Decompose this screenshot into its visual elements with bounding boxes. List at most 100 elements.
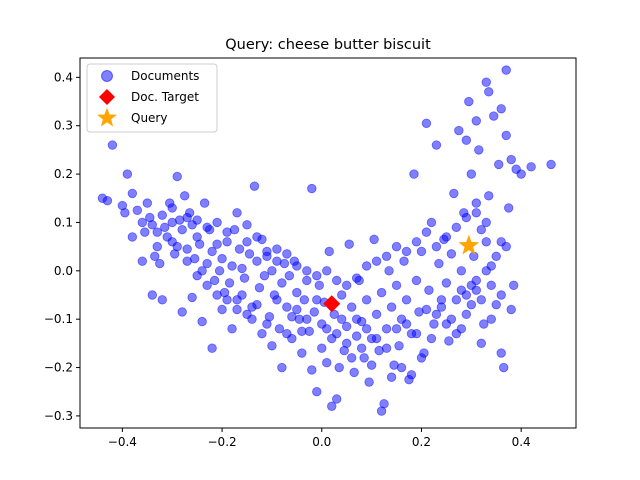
document-point <box>157 210 167 220</box>
document-point <box>207 343 217 353</box>
document-point <box>391 324 402 334</box>
document-point <box>376 406 387 416</box>
document-point <box>140 227 150 237</box>
document-point <box>356 343 367 353</box>
document-point <box>391 241 402 252</box>
document-point <box>399 256 409 266</box>
document-point <box>476 224 486 235</box>
document-point <box>337 314 347 324</box>
document-point <box>177 307 187 317</box>
document-point <box>431 241 442 252</box>
points-layer <box>97 65 556 416</box>
document-point <box>262 246 272 257</box>
document-point <box>371 256 382 266</box>
document-point <box>421 118 432 128</box>
document-point <box>232 304 242 315</box>
document-point <box>272 244 282 254</box>
document-point <box>277 278 287 288</box>
document-point <box>461 135 472 145</box>
document-point <box>127 232 138 242</box>
y-tick-label: −0.2 <box>44 361 73 375</box>
document-point <box>332 394 342 404</box>
document-point <box>252 299 262 310</box>
document-point <box>461 212 472 223</box>
document-point <box>222 295 232 305</box>
document-point <box>179 191 190 201</box>
document-point <box>516 169 526 179</box>
legend-documents-label: Documents <box>131 69 199 83</box>
document-point <box>476 295 486 305</box>
document-point <box>155 258 165 269</box>
document-point <box>327 401 337 411</box>
document-point <box>466 299 477 310</box>
document-point <box>322 324 332 334</box>
document-point <box>349 367 359 378</box>
document-point <box>284 270 295 281</box>
document-point <box>491 251 501 261</box>
document-point <box>341 280 352 291</box>
document-point <box>137 217 148 228</box>
document-point <box>481 266 491 276</box>
document-point <box>127 188 138 199</box>
document-point <box>212 290 222 300</box>
document-point <box>461 309 472 320</box>
document-point <box>182 244 192 254</box>
y-tick-label: 0.2 <box>54 167 73 181</box>
document-point <box>252 256 262 266</box>
document-point <box>177 224 187 235</box>
document-point <box>337 290 347 300</box>
document-point <box>386 302 397 312</box>
document-point <box>406 370 417 380</box>
document-point <box>332 328 342 339</box>
document-point <box>147 290 157 300</box>
document-point <box>424 285 434 295</box>
document-point <box>217 304 227 315</box>
document-point <box>194 239 205 249</box>
document-point <box>212 217 222 228</box>
document-point <box>508 280 519 291</box>
legend: Documents Doc. Target Query <box>86 63 218 133</box>
y-tick-label: 0.1 <box>54 215 73 229</box>
document-point <box>224 278 235 288</box>
document-point <box>137 256 148 266</box>
document-point <box>244 249 255 259</box>
document-point <box>409 169 419 179</box>
legend-doc-target-marker <box>99 89 115 105</box>
document-point <box>501 241 511 252</box>
document-point <box>214 266 225 276</box>
document-point <box>456 266 467 276</box>
document-point <box>361 295 372 305</box>
document-point <box>152 227 162 237</box>
document-point <box>107 140 118 150</box>
document-point <box>501 130 511 141</box>
document-point <box>312 387 322 397</box>
document-point <box>401 246 412 257</box>
document-point <box>501 65 511 75</box>
document-point <box>481 237 491 247</box>
document-point <box>359 353 369 363</box>
document-point <box>132 205 143 216</box>
document-point <box>421 304 432 315</box>
document-point <box>282 302 292 312</box>
x-tick-label: 0.2 <box>412 435 431 449</box>
y-tick-label: −0.1 <box>44 312 73 326</box>
document-point <box>282 249 292 259</box>
document-point <box>249 181 260 191</box>
document-point <box>239 273 250 283</box>
document-point <box>474 145 484 155</box>
document-point <box>199 198 210 208</box>
document-point <box>217 254 227 264</box>
document-point <box>431 140 442 150</box>
document-point <box>486 314 496 324</box>
document-point <box>451 328 462 339</box>
document-point <box>334 362 344 373</box>
document-point <box>150 251 160 261</box>
document-point <box>441 232 452 242</box>
document-point <box>386 372 397 382</box>
document-point <box>302 266 312 276</box>
document-point <box>506 154 516 165</box>
legend-query-marker <box>97 107 117 127</box>
document-point <box>172 171 182 182</box>
document-point <box>451 222 462 232</box>
document-point <box>486 280 496 291</box>
